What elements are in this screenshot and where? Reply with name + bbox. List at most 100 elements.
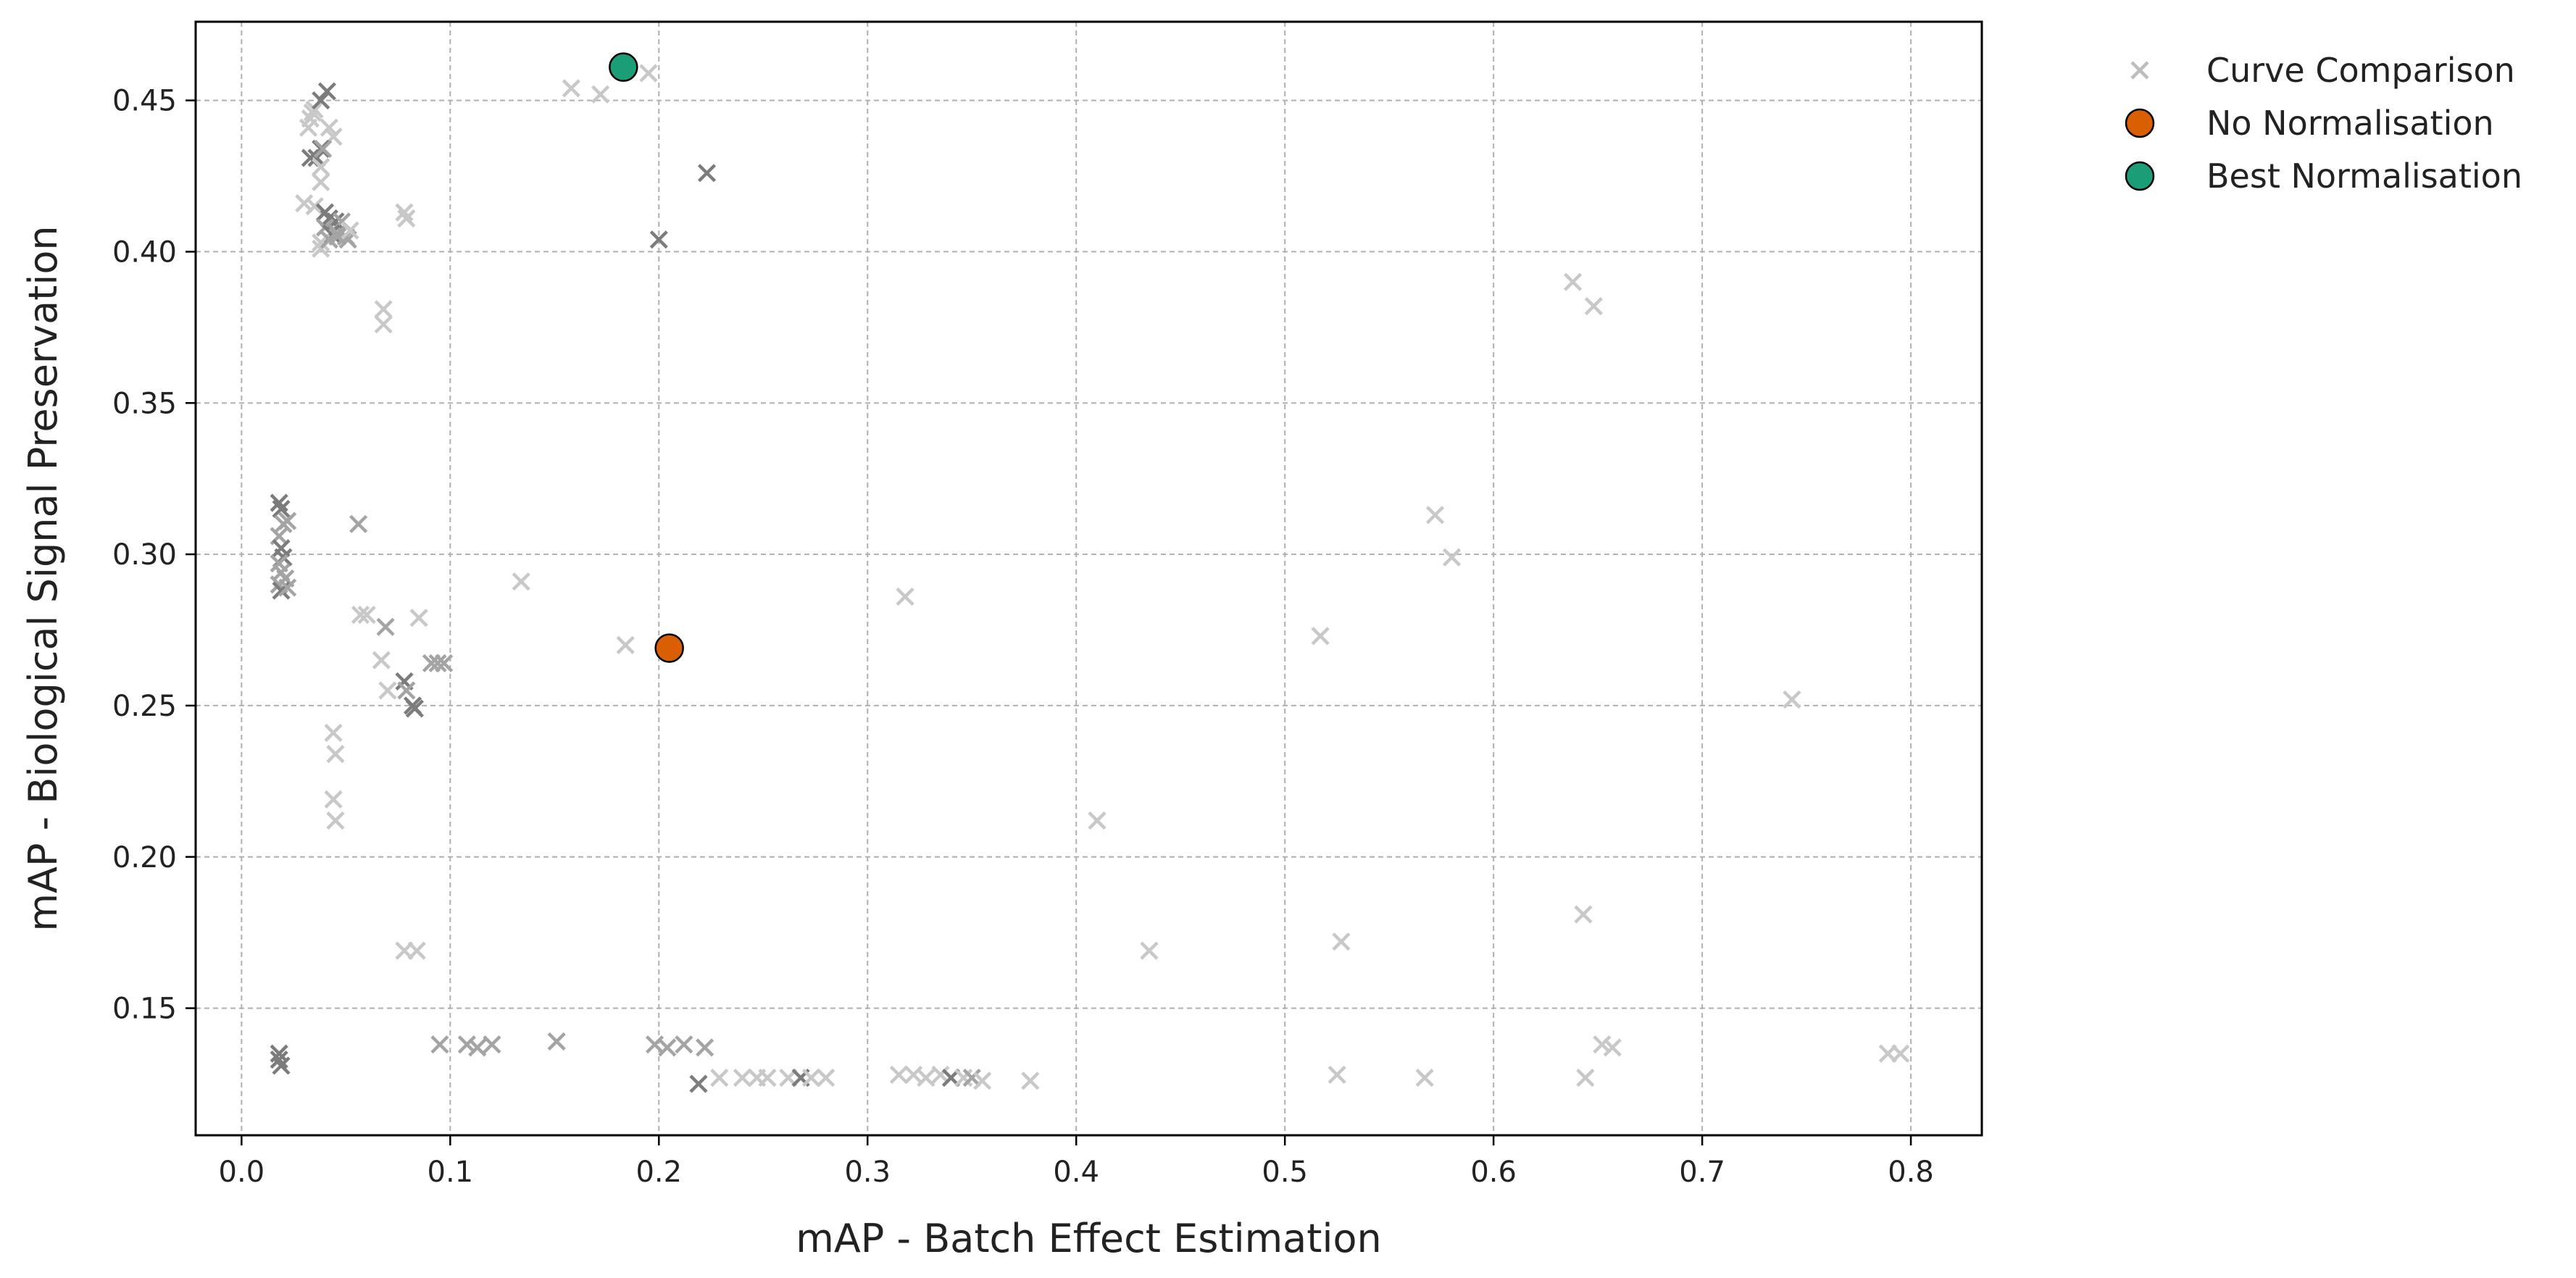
curve-comparison-point	[312, 157, 330, 177]
curve-comparison-point	[457, 1035, 476, 1054]
curve-comparison-point	[710, 1069, 729, 1087]
curve-comparison-point	[374, 315, 393, 334]
curve-comparison-point	[649, 230, 668, 249]
curve-comparison-point	[801, 1069, 821, 1087]
curve-comparison-point	[1603, 1038, 1622, 1057]
x-tick-label: 0.0	[219, 1156, 265, 1189]
no-normalisation-point	[654, 633, 684, 663]
curve-comparison-point	[397, 681, 416, 700]
curve-comparison-point	[962, 1069, 981, 1087]
legend-label: Best Normalisation	[2206, 156, 2522, 196]
best-normalisation-point	[609, 52, 638, 82]
y-axis-label: mAP - Biological Signal Preservation	[20, 225, 66, 931]
curve-comparison-point	[270, 1050, 288, 1069]
curve-comparison-point	[896, 587, 914, 606]
curve-comparison-point	[270, 493, 288, 512]
legend-marker-best-normalisation	[2125, 161, 2155, 191]
x-axis-label: mAP - Batch Effect Estimation	[796, 1216, 1381, 1261]
curve-comparison-point	[317, 82, 337, 101]
curve-comparison-point	[689, 1074, 708, 1093]
curve-comparison-point	[324, 790, 343, 809]
x-tick-label: 0.7	[1679, 1156, 1725, 1189]
curve-comparison-point	[1021, 1072, 1040, 1090]
curve-comparison-point	[295, 194, 314, 213]
x-tick-label: 0.8	[1888, 1156, 1934, 1189]
curve-comparison-point	[312, 91, 330, 110]
curve-comparison-point	[278, 511, 297, 530]
curve-comparison-point	[307, 149, 326, 167]
grid	[196, 22, 1982, 1135]
curve-comparison-point	[409, 609, 428, 627]
x-tick-label: 0.2	[635, 1156, 682, 1189]
curve-comparison-point	[1584, 297, 1603, 316]
curve-comparison-point	[326, 745, 345, 764]
curve-comparison-point	[973, 1072, 992, 1090]
y-tick-label: 0.15	[112, 993, 177, 1026]
data-points	[270, 52, 1910, 1093]
y-tick-label: 0.40	[112, 235, 177, 269]
legend-label: No Normalisation	[2206, 104, 2494, 143]
curve-comparison-point	[405, 699, 424, 718]
curve-comparison-point	[658, 1038, 677, 1057]
curve-comparison-point	[430, 1035, 449, 1054]
curve-comparison-point	[341, 221, 359, 240]
curve-comparison-point	[376, 617, 395, 636]
curve-comparison-point	[696, 1038, 714, 1057]
curve-comparison-point	[320, 118, 338, 137]
curve-comparison-point	[395, 203, 414, 222]
x-tick-label: 0.1	[428, 1156, 474, 1189]
curve-comparison-point	[305, 197, 324, 216]
curve-comparison-point	[547, 1032, 566, 1051]
curve-comparison-point	[272, 499, 291, 519]
curve-comparison-point	[1891, 1044, 1910, 1063]
legend-marker-curve-comparison	[2130, 61, 2149, 80]
curve-comparison-point	[931, 1065, 950, 1085]
curve-comparison-point	[1088, 811, 1106, 830]
x-tick-label: 0.6	[1470, 1156, 1517, 1189]
curve-comparison-point	[305, 100, 324, 119]
curve-comparison-point	[435, 653, 454, 673]
curve-comparison-point	[1442, 548, 1462, 567]
curve-comparison-point	[733, 1069, 752, 1087]
curve-comparison-point	[1311, 627, 1330, 646]
curve-comparison-point	[351, 606, 370, 625]
x-tick-label: 0.3	[844, 1156, 891, 1189]
curve-comparison-point	[372, 651, 391, 669]
curve-comparison-point	[697, 164, 717, 183]
x-tick-label: 0.5	[1262, 1156, 1308, 1189]
curve-comparison-point	[272, 1056, 291, 1075]
legend-marker-no-normalisation	[2125, 108, 2155, 138]
y-axis-ticks: 0.15 0.20 0.25 0.30 0.35 0.40 0.45	[112, 85, 196, 1026]
curve-comparison-point	[1576, 1069, 1595, 1087]
curve-comparison-point	[428, 653, 447, 673]
curve-comparison-point	[1140, 941, 1159, 960]
curve-comparison-point	[278, 578, 297, 597]
curve-comparison-point	[312, 172, 330, 191]
curve-comparison-point	[512, 572, 530, 591]
curve-comparison-point	[378, 681, 397, 700]
curve-comparison-point	[326, 811, 345, 830]
curve-comparison-point	[591, 85, 610, 104]
y-tick-label: 0.35	[112, 387, 177, 420]
x-axis-ticks: 0.0 0.1 0.2 0.3 0.4 0.5 0.6 0.7 0.8	[219, 1135, 1934, 1189]
curve-comparison-point	[1415, 1069, 1434, 1087]
curve-comparison-point	[324, 723, 343, 743]
curve-comparison-point	[374, 300, 393, 319]
curve-comparison-point	[483, 1035, 501, 1054]
curve-comparison-point	[917, 1069, 935, 1087]
curve-comparison-point	[817, 1069, 835, 1087]
curve-comparison-point	[1783, 690, 1801, 709]
curve-comparison-point	[407, 941, 426, 960]
x-tick-label: 0.4	[1053, 1156, 1099, 1189]
plot-frame	[194, 20, 1983, 1137]
curve-comparison-point	[301, 109, 320, 128]
curve-comparison-point	[1563, 272, 1583, 291]
curve-comparison-point	[675, 1035, 693, 1054]
curve-comparison-point	[357, 606, 376, 625]
y-tick-label: 0.45	[112, 85, 177, 118]
curve-comparison-point	[314, 139, 333, 159]
curve-comparison-point	[1327, 1065, 1346, 1085]
curve-comparison-point	[758, 1069, 777, 1087]
